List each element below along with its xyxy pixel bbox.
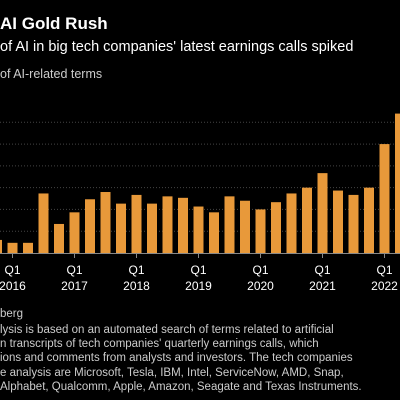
bar [178, 197, 188, 253]
bar [379, 144, 390, 253]
bar [364, 187, 374, 253]
bar [317, 173, 328, 253]
bar [224, 196, 235, 253]
bar [240, 200, 250, 253]
x-tick-label-year: 2020 [247, 279, 274, 293]
bar [85, 199, 95, 253]
y-axis-label: of AI-related terms [0, 67, 103, 81]
x-tick-label-year: 2016 [0, 279, 26, 293]
bar [193, 206, 204, 253]
bar [348, 194, 359, 253]
x-tick-label-quarter: Q1 [252, 263, 268, 277]
bar [209, 212, 219, 253]
bar [38, 193, 49, 253]
x-tick-label-year: 2017 [61, 279, 88, 293]
bar [302, 187, 312, 253]
x-tick-label-year: 2021 [309, 279, 336, 293]
x-tick-label-quarter: Q1 [376, 263, 392, 277]
x-tick-label-year: 2019 [185, 279, 212, 293]
bar [0, 239, 2, 253]
note-line: n transcripts of tech companies' quarter… [0, 338, 319, 351]
note-line: Alphabet, Qualcomm, Apple, Amazon, Seaga… [0, 380, 362, 393]
note-line: e analysis are Microsoft, Tesla, IBM, In… [0, 366, 344, 379]
bar [333, 190, 343, 253]
bar [131, 194, 142, 253]
bar [271, 202, 281, 253]
x-tick-label-quarter: Q1 [66, 263, 82, 277]
bar [147, 203, 157, 253]
source-text: berg [0, 308, 24, 320]
bar [116, 203, 126, 253]
bar [23, 242, 33, 253]
bar [255, 209, 266, 253]
bar [162, 196, 173, 253]
bar [7, 242, 18, 253]
x-tick-label-quarter: Q1 [4, 263, 20, 277]
bar [100, 192, 111, 253]
x-tick-label-quarter: Q1 [314, 263, 330, 277]
note-line: ions and comments from analysts and inve… [0, 352, 353, 365]
bar [395, 113, 400, 253]
x-tick-label-year: 2022 [371, 279, 398, 293]
bar [286, 193, 297, 253]
bar [69, 212, 80, 253]
note-line: lysis is based on an automated search of… [0, 324, 334, 336]
x-tick-label-quarter: Q1 [190, 263, 206, 277]
chart-subtitle: of AI in big tech companies' latest earn… [0, 39, 354, 55]
chart-title: AI Gold Rush [0, 14, 108, 33]
bar [54, 223, 64, 253]
x-tick-label-quarter: Q1 [128, 263, 144, 277]
methodology-note: lysis is based on an automated search of… [0, 323, 400, 394]
x-tick-label-year: 2018 [123, 279, 150, 293]
